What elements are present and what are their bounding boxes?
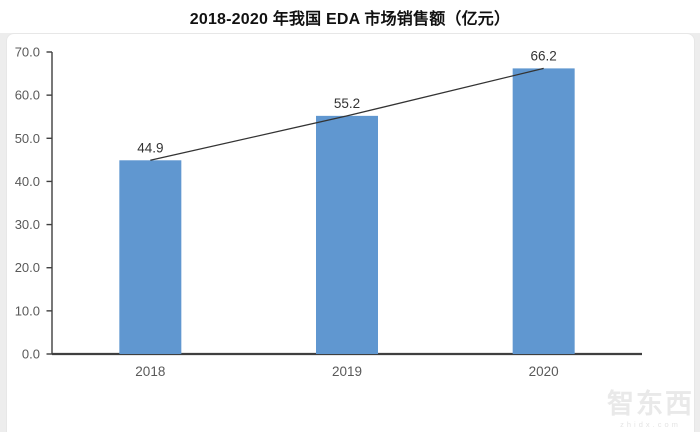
bar-2019 <box>316 115 378 354</box>
x-axis-tick-label-2019: 2019 <box>332 364 362 379</box>
bar-2018 <box>119 160 182 354</box>
x-axis-tick-label-2018: 2018 <box>135 364 165 379</box>
watermark: 智东西 zhidx.com <box>607 388 694 429</box>
bar-value-label-2018: 44.9 <box>137 140 163 155</box>
bar-2020 <box>512 68 575 354</box>
y-axis-tick-label: 70.0 <box>15 45 40 60</box>
y-axis-tick-label: 60.0 <box>15 88 40 103</box>
y-axis-tick-label: 50.0 <box>15 131 40 146</box>
bar-value-label-2020: 66.2 <box>531 48 557 63</box>
bar-value-label-2019: 55.2 <box>334 96 360 111</box>
y-axis-tick-label: 10.0 <box>15 303 40 318</box>
y-axis-tick-label: 20.0 <box>15 260 40 275</box>
y-axis-tick-label: 0.0 <box>22 347 40 362</box>
x-axis-tick-label-2020: 2020 <box>529 364 559 379</box>
y-axis-tick-label: 40.0 <box>15 174 40 189</box>
y-axis-tick-label: 30.0 <box>15 217 40 232</box>
trend-line <box>150 67 544 161</box>
watermark-site-text: zhidx.com <box>620 419 681 429</box>
chart-title: 2018-2020 年我国 EDA 市场销售额（亿元） <box>189 11 511 28</box>
watermark-logo-icon: 智东西 <box>607 388 694 419</box>
